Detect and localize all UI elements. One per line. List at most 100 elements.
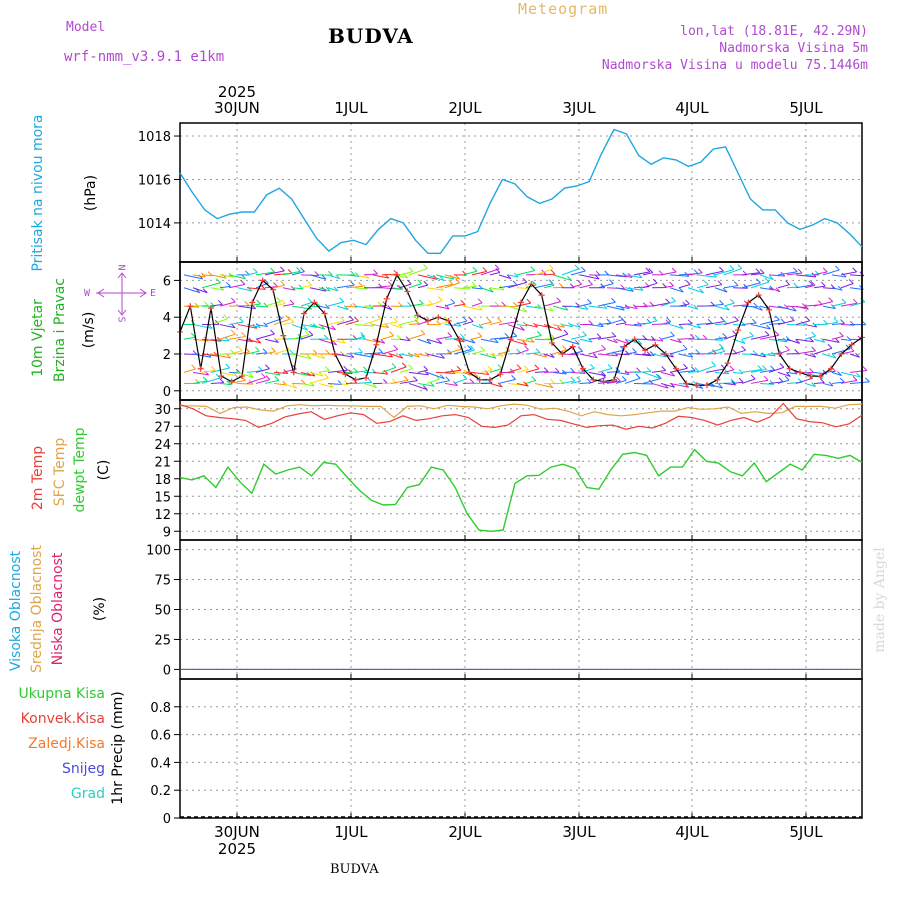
wind-barb: [840, 324, 855, 326]
wind-barb-tip: [354, 316, 359, 322]
wind-barb: [480, 321, 492, 326]
wind-barb: [552, 333, 569, 340]
wind-barb-tip: [607, 364, 613, 369]
wind-barb: [255, 352, 268, 355]
wind-barb-tip: [460, 299, 466, 305]
wind-speed-point: [425, 317, 431, 324]
wind-barb: [804, 382, 816, 387]
wind-barb-tip: [331, 325, 336, 331]
wind-barb-tip: [353, 367, 358, 373]
wind-barb-tip: [852, 376, 858, 381]
wind-barb: [759, 334, 780, 340]
wind-barb: [435, 321, 451, 326]
wind-barb: [255, 379, 271, 384]
wind-speed-point: [538, 292, 545, 299]
wind-barb-tip: [811, 346, 816, 352]
wind-barb: [354, 353, 374, 358]
wind-barb-tip: [795, 339, 800, 344]
wind-barb-tip: [388, 281, 393, 287]
wind-barb-tip: [855, 352, 860, 358]
wind-barb-tip: [778, 377, 784, 383]
wind-barb: [201, 282, 221, 289]
wind-barb-tip: [349, 353, 355, 358]
wind-barb: [363, 273, 378, 276]
wind-speed-point: [404, 288, 411, 295]
wind-barb: [642, 282, 658, 289]
wind-barb-tip: [271, 347, 276, 352]
wind-barb: [462, 305, 483, 311]
wind-barb-tip: [255, 346, 260, 352]
wind-barb: [597, 353, 618, 357]
wind-barb: [822, 269, 840, 276]
wind-barb-tip: [348, 315, 354, 321]
wind-barb: [210, 287, 224, 291]
wind-barb: [840, 338, 852, 341]
wind-barb: [471, 287, 483, 290]
wind-barb: [336, 382, 349, 386]
wind-barb: [237, 382, 253, 385]
wind-barb-tip: [764, 277, 770, 283]
wind-barb: [543, 337, 555, 340]
wind-barb: [561, 338, 580, 345]
wind-barb-tip: [377, 301, 383, 307]
wind-barb-tip: [685, 280, 691, 285]
wind-barb-tip: [750, 374, 756, 380]
wind-barb-tip: [699, 288, 704, 294]
panel-temperature: 9 12 15 18 21 24 27 30: [154, 399, 863, 541]
wind-barb: [579, 274, 600, 280]
wind-barb-tip: [462, 374, 468, 380]
wind-barb: [723, 320, 739, 326]
y-tick-label: 1014: [138, 217, 171, 232]
wind-barb: [399, 283, 412, 289]
wind-barb-tip: [783, 304, 789, 309]
wind-barb-tip: [577, 280, 582, 285]
wind-barb: [300, 334, 314, 340]
wind-barb: [750, 305, 763, 311]
wind-barb: [282, 303, 295, 307]
wind-barb: [498, 335, 517, 340]
wind-barb-tip: [478, 323, 484, 329]
wind-barb: [435, 305, 450, 310]
wind-barb: [282, 270, 301, 276]
wind-barb: [831, 371, 842, 376]
wind-barb: [624, 351, 637, 355]
wind-barb-tip: [343, 305, 349, 310]
wind-barb: [795, 284, 813, 289]
wind-barb-tip: [223, 314, 229, 320]
wind-barb-tip: [363, 284, 368, 290]
wind-barb: [516, 270, 535, 276]
wind-barb-tip: [368, 304, 374, 309]
wind-barb: [435, 336, 452, 340]
wind-barb: [471, 350, 485, 355]
wind-barb-tip: [467, 345, 472, 350]
legend-snow: Snijeg: [61, 761, 105, 777]
wind-barb-tip: [324, 366, 330, 371]
wind-barb: [417, 369, 428, 373]
wind-barb-tip: [215, 373, 221, 379]
wind-barb-tip: [497, 382, 503, 388]
wind-barb: [606, 349, 625, 355]
wind-barb: [291, 271, 305, 276]
wind-barb-tip: [270, 267, 275, 273]
wind-barb: [570, 283, 582, 289]
wind-barb-tip: [398, 353, 404, 359]
wind-barb-tip: [447, 332, 453, 337]
wind-barb: [615, 305, 630, 310]
wind-barb: [696, 365, 716, 373]
wind-barb: [570, 380, 581, 384]
wind-barb: [768, 338, 788, 343]
wind-barb-tip: [590, 363, 595, 369]
wind-barb: [507, 281, 527, 289]
wind-barb-tip: [446, 349, 452, 355]
wind-speed-point: [828, 365, 834, 372]
wind-barb: [570, 305, 589, 310]
wind-barb: [588, 337, 602, 340]
wind-barb-tip: [834, 338, 840, 343]
wind-barb: [210, 274, 227, 279]
wind-barb: [453, 378, 467, 384]
wind-barb-tip: [809, 368, 814, 373]
y-tick-label: 0: [163, 663, 171, 678]
sfc-temp-line: [180, 403, 863, 419]
wind-barb-tip: [320, 353, 326, 359]
